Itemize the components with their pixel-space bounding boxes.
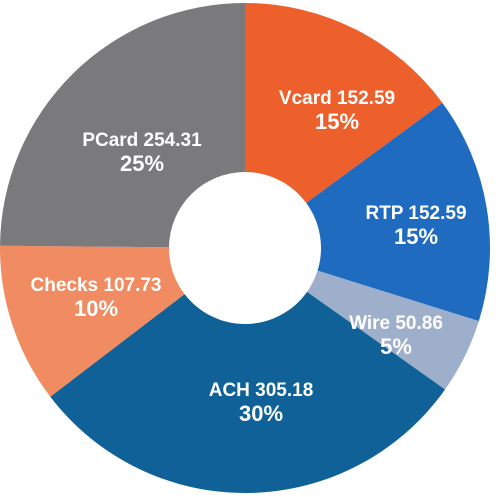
slice-checks [0,245,185,397]
slice-label-ach: ACH 305.18 30% [209,380,314,426]
slice-pcard [0,3,245,248]
slice-vcard [245,3,443,203]
slice-label-percent: 15% [315,109,359,134]
slice-label-percent: 10% [74,296,118,321]
slice-label-vcard: Vcard 152.59 15% [279,88,395,134]
slice-label-percent: 15% [394,224,438,249]
slice-label-name: Wire 50.86 [349,313,443,334]
slice-label-percent: 25% [120,151,164,176]
labels-group: Vcard 152.59 15%RTP 152.59 15%Wire 50.86 5%… [31,88,467,426]
slice-ach [50,291,446,493]
slice-label-percent: 30% [239,401,283,426]
slice-label-name: ACH 305.18 [209,380,314,401]
slice-label-name: Vcard 152.59 [279,88,395,109]
slice-label-checks: Checks 107.73 10% [31,275,162,321]
slice-label-percent: 5% [380,334,412,359]
slice-label-name: Checks 107.73 [31,275,162,296]
slice-label-wire: Wire 50.86 5% [349,313,443,359]
slice-label-name: PCard 254.31 [82,130,202,151]
slice-wire [307,270,479,390]
slice-label-rtp: RTP 152.59 15% [365,203,466,249]
slice-label-pcard: PCard 254.31 25% [82,130,202,176]
slice-label-name: RTP 152.59 [365,203,466,224]
slices-group [0,3,490,493]
slice-rtp [306,102,490,322]
